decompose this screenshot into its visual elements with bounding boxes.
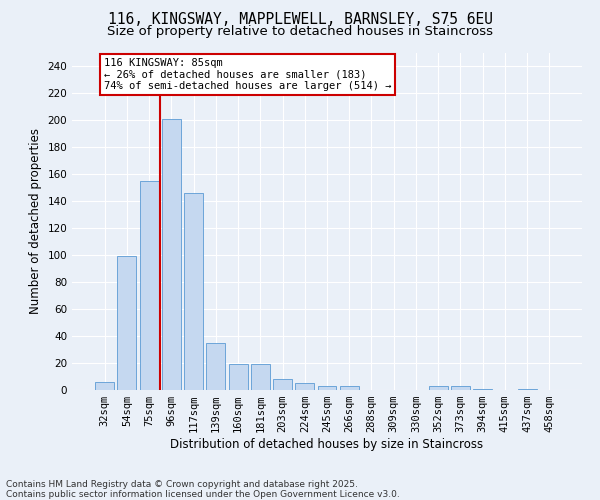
Bar [162, 118, 181, 390]
Bar [340, 386, 359, 390]
X-axis label: Distribution of detached houses by size in Staincross: Distribution of detached houses by size … [170, 438, 484, 451]
Bar [473, 388, 492, 390]
Bar [295, 383, 314, 390]
Bar [429, 386, 448, 390]
Text: Size of property relative to detached houses in Staincross: Size of property relative to detached ho… [107, 25, 493, 38]
Text: 116, KINGSWAY, MAPPLEWELL, BARNSLEY, S75 6EU: 116, KINGSWAY, MAPPLEWELL, BARNSLEY, S75… [107, 12, 493, 28]
Bar [118, 256, 136, 390]
Bar [251, 364, 270, 390]
Bar [273, 379, 292, 390]
Bar [206, 343, 225, 390]
Y-axis label: Number of detached properties: Number of detached properties [29, 128, 42, 314]
Bar [140, 180, 158, 390]
Text: Contains HM Land Registry data © Crown copyright and database right 2025.
Contai: Contains HM Land Registry data © Crown c… [6, 480, 400, 499]
Bar [229, 364, 248, 390]
Text: 116 KINGSWAY: 85sqm
← 26% of detached houses are smaller (183)
74% of semi-detac: 116 KINGSWAY: 85sqm ← 26% of detached ho… [104, 58, 391, 91]
Bar [317, 386, 337, 390]
Bar [184, 193, 203, 390]
Bar [518, 388, 536, 390]
Bar [95, 382, 114, 390]
Bar [451, 386, 470, 390]
